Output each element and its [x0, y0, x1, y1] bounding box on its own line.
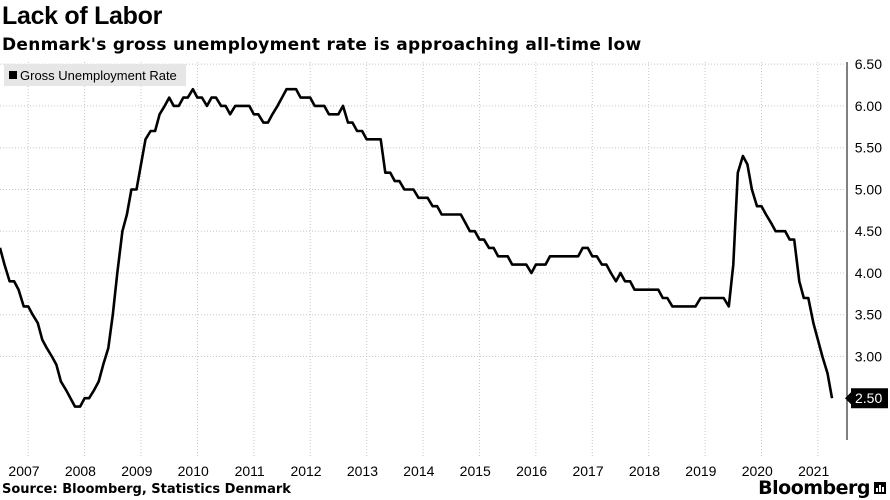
- legend-background: [4, 64, 186, 86]
- bloomberg-bars-icon: [874, 482, 886, 494]
- x-tick-label: 2010: [178, 463, 209, 479]
- y-tick-label: 3.50: [855, 307, 882, 323]
- grid: [0, 62, 846, 458]
- chart-subtitle: Denmark's gross unemployment rate is app…: [2, 35, 642, 55]
- x-tick-label: 2018: [629, 463, 660, 479]
- brand-name: Bloomberg: [758, 477, 870, 499]
- x-axis: 2007 2008 2009 2010 2011 2012 2013 2014 2015 2016…: [8, 463, 829, 479]
- last-value-pointer: [845, 392, 851, 405]
- y-tick-label: 6.50: [855, 56, 882, 72]
- y-tick-label: 4.00: [855, 265, 882, 281]
- x-tick-label: 2007: [8, 463, 39, 479]
- series-line-gross-unemployment-rate: [0, 87, 834, 408]
- x-tick-label: 2012: [290, 463, 321, 479]
- y-tick-label: 5.00: [855, 181, 882, 197]
- x-tick-label: 2016: [516, 463, 547, 479]
- x-tick-label: 2020: [742, 463, 773, 479]
- x-tick-label: 2021: [798, 463, 829, 479]
- chart-title: Lack of Labor: [2, 2, 163, 30]
- x-tick-label: 2009: [121, 463, 152, 479]
- y-tick-label: 6.00: [855, 98, 882, 114]
- x-tick-label: 2011: [235, 463, 265, 479]
- y-tick-label: 5.50: [855, 140, 882, 156]
- y-tick-label: 3.00: [855, 348, 882, 364]
- legend-label: Gross Unemployment Rate: [20, 68, 177, 83]
- y-tick-label: 4.50: [855, 223, 882, 239]
- x-tick-label: 2014: [403, 463, 434, 479]
- x-tick-label: 2017: [572, 463, 603, 479]
- last-value-text: 2.50: [855, 390, 882, 406]
- source-note: Source: Bloomberg, Statistics Denmark: [2, 482, 291, 497]
- last-value-box: [851, 388, 888, 409]
- x-tick-label: 2008: [65, 463, 96, 479]
- y-axis: 6.50 6.00 5.50 5.00 4.50 4.00 3.50 3.00: [846, 56, 882, 440]
- x-tick-label: 2019: [685, 463, 716, 479]
- last-value-label: 2.50: [845, 388, 888, 409]
- legend: Gross Unemployment Rate: [4, 64, 186, 86]
- x-tick-label: 2015: [460, 463, 491, 479]
- x-tick-label: 2013: [347, 463, 378, 479]
- legend-swatch: [9, 71, 17, 79]
